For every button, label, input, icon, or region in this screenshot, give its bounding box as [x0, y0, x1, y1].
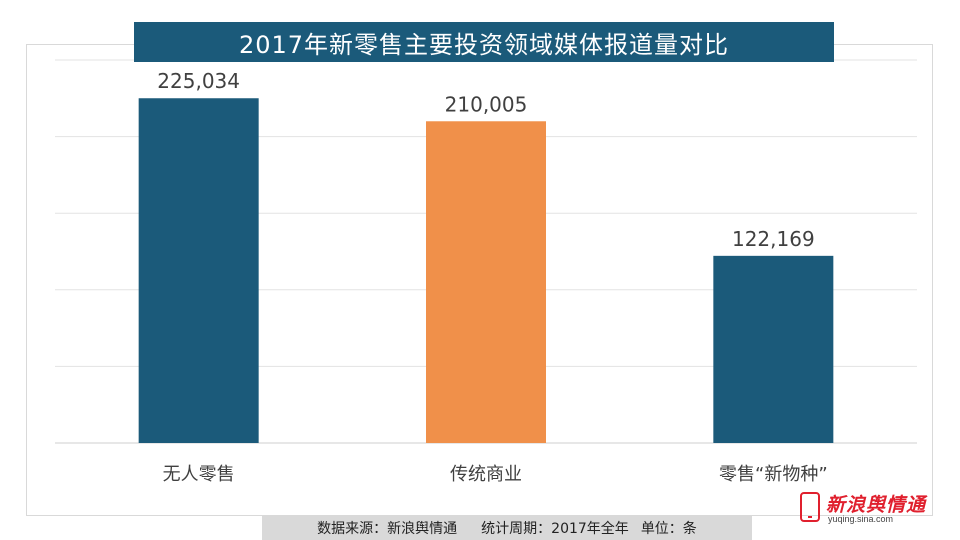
chart-title: 2017年新零售主要投资领域媒体报道量对比 — [134, 22, 834, 62]
value-labels: 225,034 210,005 122,169 — [157, 69, 814, 251]
bar — [713, 255, 834, 443]
bars — [138, 98, 834, 443]
sina-yuqing-logo: 新浪舆情通 yuqing.sina.com — [800, 490, 930, 526]
data-label: 210,005 — [445, 92, 528, 116]
category-label: 传统商业 — [450, 464, 522, 485]
category-label: 零售“新物种” — [719, 464, 828, 485]
footer-bar: 数据来源：新浪舆情通 统计周期：2017年全年 单位：条 — [262, 516, 752, 540]
source-text: 数据来源：新浪舆情通 — [317, 521, 458, 537]
logo-brand: 新浪舆情通 — [826, 494, 927, 516]
phone-icon — [800, 492, 820, 522]
data-label: 225,034 — [157, 69, 240, 93]
period-text: 统计周期：2017年全年 — [481, 521, 629, 537]
logo-domain: yuqing.sina.com — [828, 514, 894, 524]
bar — [426, 121, 546, 443]
unit-text: 单位：条 — [640, 521, 697, 537]
data-label: 122,169 — [732, 227, 815, 251]
category-label: 无人零售 — [163, 464, 235, 485]
category-labels: 无人零售 传统商业 零售“新物种” — [163, 464, 828, 485]
bar — [138, 98, 259, 443]
